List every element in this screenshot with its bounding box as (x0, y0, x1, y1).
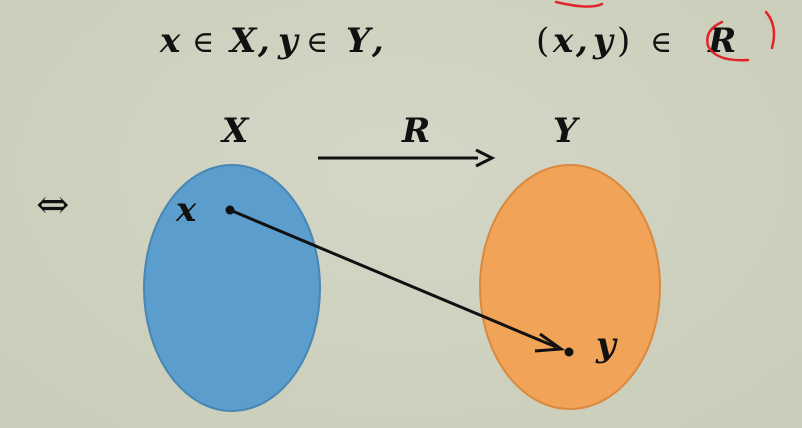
pair-close-paren: ) (617, 21, 630, 61)
formula-Y: Y (346, 21, 373, 61)
mapping-arrow-shaft (229, 208, 557, 349)
pair-y: y (592, 21, 615, 61)
annotation-stroke-top (554, 0, 604, 8)
formula-x: x (159, 21, 181, 61)
pair-comma: , (575, 21, 588, 61)
formula-y: y (277, 21, 300, 61)
point-x-dot (225, 205, 235, 215)
annotation-stroke-right (764, 10, 776, 50)
set-X-label: X (220, 111, 250, 151)
mapping-arrow-head (534, 332, 566, 353)
set-Y-ellipse (479, 164, 661, 410)
pair-in: ∈ (650, 25, 672, 60)
relation-R-label: R (401, 111, 430, 151)
red-circle-annotation (554, 0, 776, 62)
membership-formula: x ∈ X , y ∈ Y , (159, 21, 384, 61)
formula-in-2: ∈ (306, 25, 328, 60)
formula-X: X (228, 21, 258, 61)
point-x-label: x (175, 190, 197, 230)
formula-comma-1: , (257, 21, 270, 61)
relation-arrow-head (475, 148, 496, 168)
relation-arrow (318, 148, 496, 168)
point-y-label: y (595, 325, 618, 365)
formula-in-1: ∈ (192, 25, 214, 60)
set-Y-label: Y (553, 111, 580, 151)
pair-open-paren: ( (536, 21, 549, 61)
set-X-ellipse (143, 164, 321, 412)
pair-R: R (707, 21, 736, 61)
mapping-arrow (229, 208, 566, 353)
equivalence-symbol: ⇔ (36, 182, 70, 228)
formula-comma-2: , (371, 21, 384, 61)
point-y-dot (564, 347, 574, 357)
pair-x: x (552, 21, 574, 61)
annotation-stroke-left (706, 20, 750, 62)
